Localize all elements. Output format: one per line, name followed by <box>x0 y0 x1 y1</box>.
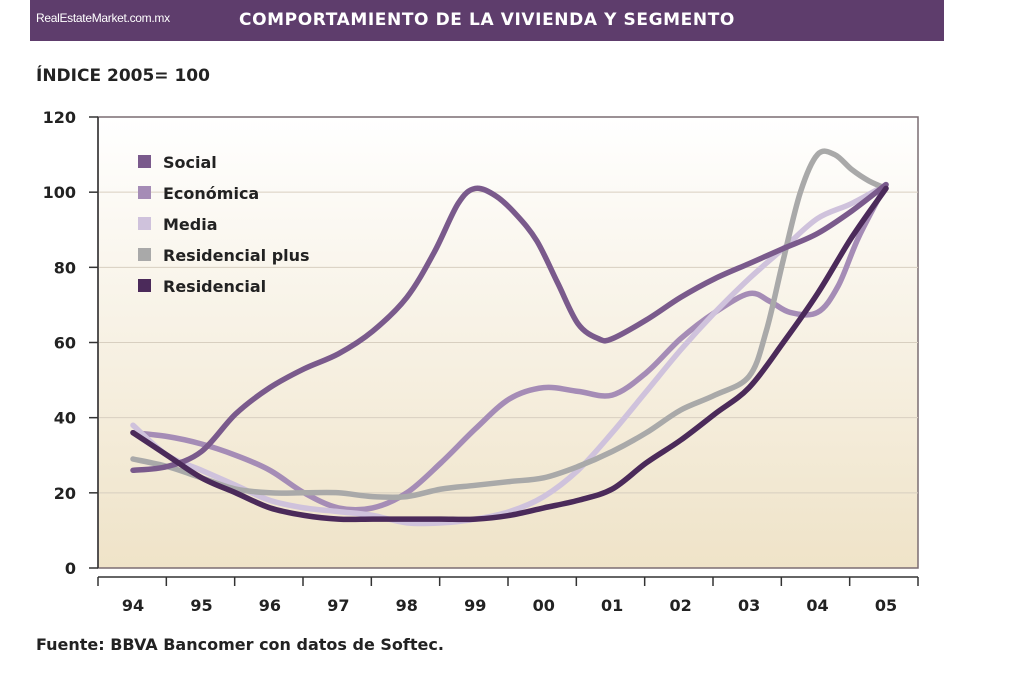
legend: Social Económica Media Residencial plus Resi… <box>138 153 310 296</box>
legend-swatch <box>138 155 151 168</box>
x-tick-label: 03 <box>738 596 760 615</box>
x-tick-label: 98 <box>396 596 418 615</box>
axes: 0 20 40 60 80 100 120 94 95 96 97 98 99 00 01 02 03 04 05 <box>43 108 919 615</box>
series-line-social <box>130 181 889 474</box>
legend-label: Social <box>163 153 217 172</box>
y-tick-label: 40 <box>54 409 76 428</box>
y-tick-label: 120 <box>43 108 76 127</box>
y-tick-label: 100 <box>43 183 76 202</box>
legend-label: Residencial plus <box>163 246 310 265</box>
x-tick-label: 00 <box>533 596 555 615</box>
series-line-economica <box>130 181 889 513</box>
x-tick-label: 94 <box>122 596 144 615</box>
legend-swatch <box>138 279 151 292</box>
x-tick-label: 97 <box>327 596 349 615</box>
x-tick-label: 99 <box>464 596 486 615</box>
x-tick-label: 04 <box>806 596 828 615</box>
series-line-residencial <box>130 185 889 523</box>
x-tick-label: 96 <box>259 596 281 615</box>
legend-swatch <box>138 186 151 199</box>
index-subtitle: ÍNDICE 2005= 100 <box>36 66 210 86</box>
source-note: Fuente: BBVA Bancomer con datos de Softe… <box>36 635 444 654</box>
x-tick-label: 02 <box>670 596 692 615</box>
y-tick-label: 0 <box>65 559 76 578</box>
header-banner: RealEstateMarket.com.mx COMPORTAMIENTO D… <box>30 0 944 41</box>
x-tick-label: 01 <box>601 596 623 615</box>
series-lines <box>130 148 889 527</box>
series-line-media <box>130 181 889 527</box>
legend-label: Económica <box>163 184 259 203</box>
y-tick-label: 20 <box>54 484 76 503</box>
brand-logo-text: RealEstateMarket.com.mx <box>36 11 170 25</box>
chart-title: COMPORTAMIENTO DE LA VIVIENDA Y SEGMENTO <box>239 10 735 30</box>
y-tick-label: 80 <box>54 258 76 277</box>
legend-swatch <box>138 217 151 230</box>
y-tick-label: 60 <box>54 334 76 353</box>
x-tick-label: 05 <box>875 596 897 615</box>
x-tick-label: 95 <box>190 596 212 615</box>
series-line-residencial-plus <box>130 148 889 501</box>
legend-swatch <box>138 248 151 261</box>
legend-label: Media <box>163 215 218 234</box>
legend-label: Residencial <box>163 277 266 296</box>
